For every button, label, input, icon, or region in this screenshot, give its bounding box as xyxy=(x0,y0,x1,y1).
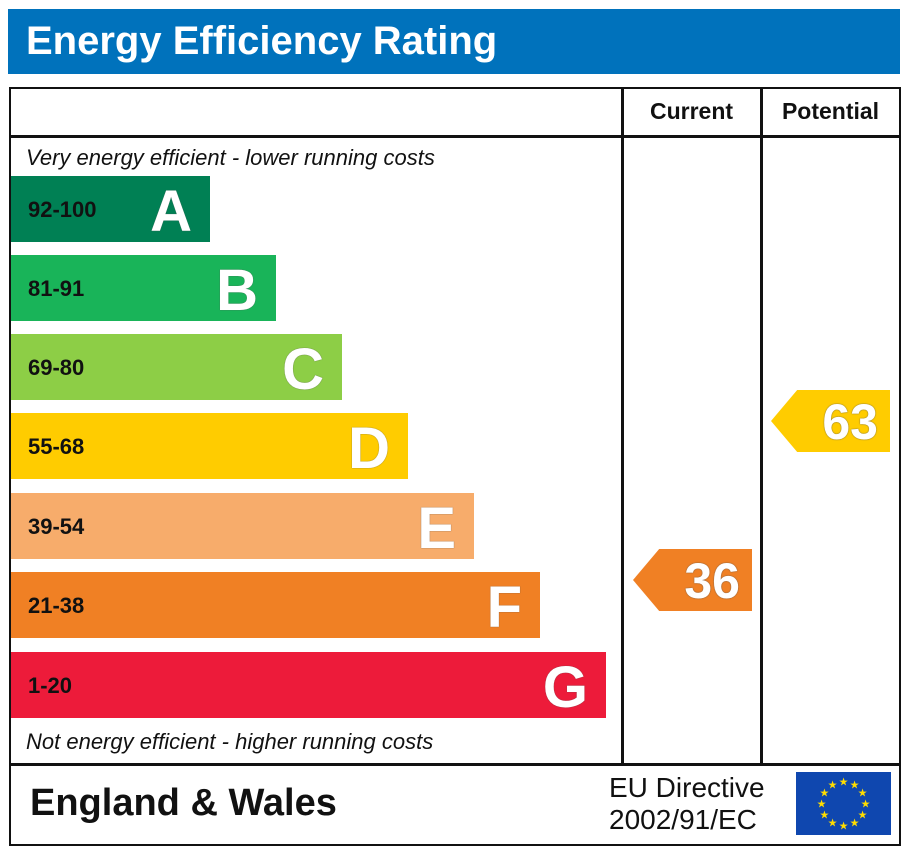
directive-label: EU Directive 2002/91/EC xyxy=(609,772,765,836)
title-banner: Energy Efficiency Rating xyxy=(8,9,900,74)
eu-flag-icon: ★ ★ ★ ★ ★ ★ ★ ★ ★ ★ ★ ★ xyxy=(796,772,891,835)
band-range: 92-100 xyxy=(28,197,97,222)
divider xyxy=(621,87,624,765)
star-icon: ★ xyxy=(850,818,860,830)
potential-header: Potential xyxy=(781,98,880,124)
directive-line2: 2002/91/EC xyxy=(609,804,757,835)
divider xyxy=(9,135,900,138)
star-icon: ★ xyxy=(858,788,868,800)
band-range: 69-80 xyxy=(28,355,85,380)
current-rating-value: 36 xyxy=(684,553,740,609)
band-range: 21-38 xyxy=(28,593,85,618)
star-icon: ★ xyxy=(839,777,849,789)
band-range: 39-54 xyxy=(28,514,85,539)
potential-rating-arrow: 63 xyxy=(771,390,890,452)
band-b: 81-91 B xyxy=(11,255,276,323)
divider xyxy=(760,87,763,765)
band-letter: A xyxy=(150,179,192,244)
note-bottom: Not energy efficient - higher running co… xyxy=(26,729,434,754)
band-letter: C xyxy=(282,337,324,402)
potential-rating-value: 63 xyxy=(822,394,878,450)
rating-table xyxy=(9,87,901,846)
current-rating-arrow: 36 xyxy=(633,549,752,611)
band-g: 1-20 G xyxy=(11,652,606,720)
divider xyxy=(9,763,900,766)
star-icon: ★ xyxy=(820,788,830,800)
band-letter: F xyxy=(486,575,522,640)
star-icon: ★ xyxy=(828,818,838,830)
directive-line1: EU Directive xyxy=(609,772,765,803)
current-header: Current xyxy=(649,98,734,124)
band-letter: B xyxy=(216,258,258,323)
band-e: 39-54 E xyxy=(11,493,474,561)
star-icon: ★ xyxy=(817,799,827,811)
band-d: 55-68 D xyxy=(11,413,408,481)
page-title: Energy Efficiency Rating xyxy=(26,19,498,63)
band-letter: G xyxy=(542,655,588,720)
star-icon: ★ xyxy=(828,779,838,791)
note-top: Very energy efficient - lower running co… xyxy=(26,145,435,170)
band-range: 1-20 xyxy=(28,673,73,698)
region-label: England & Wales xyxy=(30,782,337,824)
star-icon: ★ xyxy=(839,821,849,833)
star-icon: ★ xyxy=(850,779,860,791)
band-c: 69-80 C xyxy=(11,334,342,402)
band-letter: D xyxy=(348,416,390,481)
band-letter: E xyxy=(417,496,456,561)
star-icon: ★ xyxy=(861,799,871,811)
band-a: 92-100 A xyxy=(11,176,210,244)
star-icon: ★ xyxy=(858,810,868,822)
star-icon: ★ xyxy=(820,810,830,822)
band-range: 55-68 xyxy=(28,434,85,459)
band-range: 81-91 xyxy=(28,276,85,301)
band-f: 21-38 F xyxy=(11,572,540,640)
